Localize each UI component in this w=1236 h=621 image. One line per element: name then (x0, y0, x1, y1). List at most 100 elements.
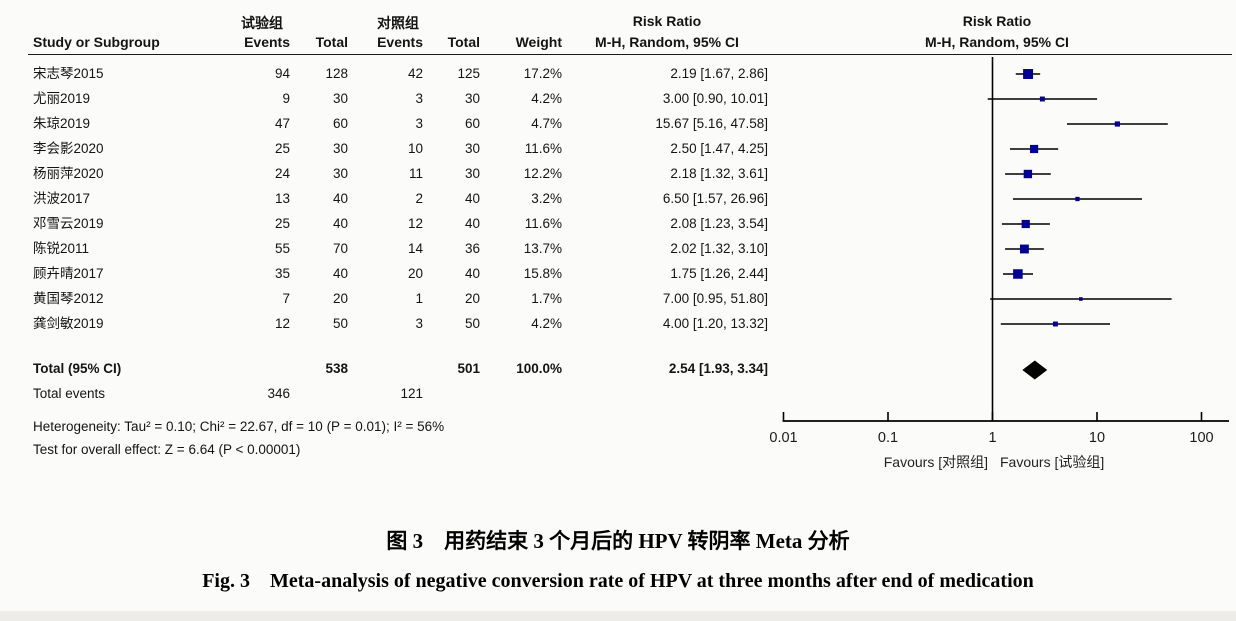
study-weight: 4.2% (531, 91, 562, 106)
study-events-ctl: 3 (415, 91, 423, 106)
study-total-ctl: 60 (464, 116, 480, 131)
total-events-label: Total events (33, 386, 106, 401)
effect-square (1079, 297, 1083, 301)
study-events-exp: 94 (274, 66, 290, 81)
study-label: 2.19 [1.67, 2.86] (670, 66, 768, 81)
study-events-ctl: 42 (407, 66, 423, 81)
total-events-exp: 346 (267, 386, 290, 401)
study-label: 2.08 [1.23, 3.54] (670, 216, 768, 231)
study-name: 尤丽2019 (33, 91, 91, 106)
study-total-exp: 30 (332, 91, 348, 106)
study-label: 2.18 [1.32, 3.61] (670, 166, 768, 181)
study-name: 顾卉晴2017 (33, 266, 104, 281)
study-weight: 4.2% (531, 316, 562, 331)
total-weight: 100.0% (516, 361, 562, 376)
column-events-ctl-header: Events (377, 34, 423, 50)
study-total-exp: 30 (332, 166, 348, 181)
study-events-exp: 35 (274, 266, 290, 281)
study-events-ctl: 3 (415, 116, 423, 131)
study-row: 尤丽2019 9 30 3 30 4.2% 3.00 [0.90, 10.01] (0, 88, 780, 110)
study-total-ctl: 50 (464, 316, 480, 331)
study-events-exp: 24 (274, 166, 290, 181)
group-header-control: 对照组 (377, 15, 419, 31)
group-header-experimental: 试验组 (241, 15, 283, 31)
study-label: 2.50 [1.47, 4.25] (670, 141, 768, 156)
scan-edge-band (0, 611, 1236, 621)
study-name: 朱琼2019 (33, 116, 91, 131)
effect-square (1029, 144, 1039, 154)
study-total-ctl: 30 (464, 141, 480, 156)
column-method-header: M-H, Random, 95% CI (595, 34, 739, 50)
column-study-header: Study or Subgroup (33, 34, 160, 50)
effect-square (1021, 219, 1030, 229)
study-label: 3.00 [0.90, 10.01] (662, 91, 768, 106)
column-risk-ratio-header: Risk Ratio (632, 13, 702, 29)
study-label: 15.67 [5.16, 47.58] (655, 116, 768, 131)
study-total-exp: 128 (325, 66, 348, 81)
x-axis-tick-label: 1 (988, 430, 996, 446)
study-events-exp: 47 (274, 116, 290, 131)
pooled-diamond (1022, 360, 1048, 380)
study-events-ctl: 12 (407, 216, 423, 231)
column-total-exp-header: Total (315, 34, 348, 50)
study-label: 1.75 [1.26, 2.44] (670, 266, 768, 281)
study-total-ctl: 40 (464, 216, 480, 231)
study-weight: 11.6% (524, 141, 562, 156)
study-total-exp: 30 (332, 141, 348, 156)
total-exp-n: 538 (325, 361, 348, 376)
effect-square (1023, 169, 1033, 179)
x-axis-tick-label: 100 (1189, 430, 1213, 446)
study-row: 邓雪云2019 25 40 12 40 11.6% 2.08 [1.23, 3.54] (0, 213, 780, 235)
study-events-exp: 12 (274, 316, 290, 331)
total-ctl-n: 501 (457, 361, 480, 376)
study-events-ctl: 20 (407, 266, 423, 281)
study-label: 7.00 [0.95, 51.80] (662, 291, 768, 306)
study-row: 黄国琴2012 7 20 1 20 1.7% 7.00 [0.95, 51.80] (0, 288, 780, 310)
study-total-ctl: 20 (464, 291, 480, 306)
study-weight: 12.2% (523, 166, 562, 181)
study-events-ctl: 11 (408, 166, 423, 181)
header-divider (28, 54, 1232, 55)
favours-control-label: Favours [对照组] (883, 454, 988, 470)
study-total-ctl: 30 (464, 91, 480, 106)
effect-square (1023, 69, 1034, 79)
figure-caption-zh: 图 3 用药结束 3 个月后的 HPV 转阴率 Meta 分析 (386, 529, 850, 553)
study-events-ctl: 2 (415, 191, 423, 206)
column-weight-header: Weight (515, 34, 562, 50)
effect-square (1019, 244, 1029, 254)
study-total-exp: 40 (332, 191, 348, 206)
study-events-exp: 25 (274, 216, 290, 231)
study-row: 顾卉晴2017 35 40 20 40 15.8% 1.75 [1.26, 2.44] (0, 263, 780, 285)
study-label: 4.00 [1.20, 13.32] (662, 316, 768, 331)
effect-square (1052, 321, 1058, 327)
study-name: 龚剑敏2019 (33, 316, 104, 331)
x-axis-tick-label: 0.01 (769, 430, 797, 446)
study-events-exp: 13 (274, 191, 290, 206)
column-total-ctl-header: Total (447, 34, 480, 50)
study-total-ctl: 40 (464, 266, 480, 281)
study-name: 陈锐2011 (33, 241, 90, 256)
study-total-exp: 20 (332, 291, 348, 306)
study-name: 李会影2020 (33, 141, 104, 156)
study-events-exp: 25 (274, 141, 290, 156)
study-weight: 3.2% (531, 191, 562, 206)
study-label: 6.50 [1.57, 26.96] (662, 191, 768, 206)
x-axis-tick-label: 10 (1089, 430, 1105, 446)
study-row: 龚剑敏2019 12 50 3 50 4.2% 4.00 [1.20, 13.32] (0, 313, 780, 335)
study-label: 2.02 [1.32, 3.10] (670, 241, 768, 256)
study-row: 陈锐2011 55 70 14 36 13.7% 2.02 [1.32, 3.10] (0, 238, 780, 260)
effect-square (1075, 196, 1080, 202)
study-events-ctl: 14 (407, 241, 423, 256)
study-weight: 17.2% (523, 66, 562, 81)
effect-square (1039, 96, 1045, 102)
favours-experimental-label: Favours [试验组] (1000, 454, 1105, 470)
study-row: 李会影2020 25 30 10 30 11.6% 2.50 [1.47, 4.25] (0, 138, 780, 160)
study-weight: 15.8% (523, 266, 562, 281)
study-events-exp: 7 (282, 291, 290, 306)
total-events-ctl: 121 (400, 386, 423, 401)
effect-square (1013, 269, 1023, 279)
x-axis-tick-label: 0.1 (878, 430, 898, 446)
total-events-row: Total events 346 121 (0, 383, 780, 405)
